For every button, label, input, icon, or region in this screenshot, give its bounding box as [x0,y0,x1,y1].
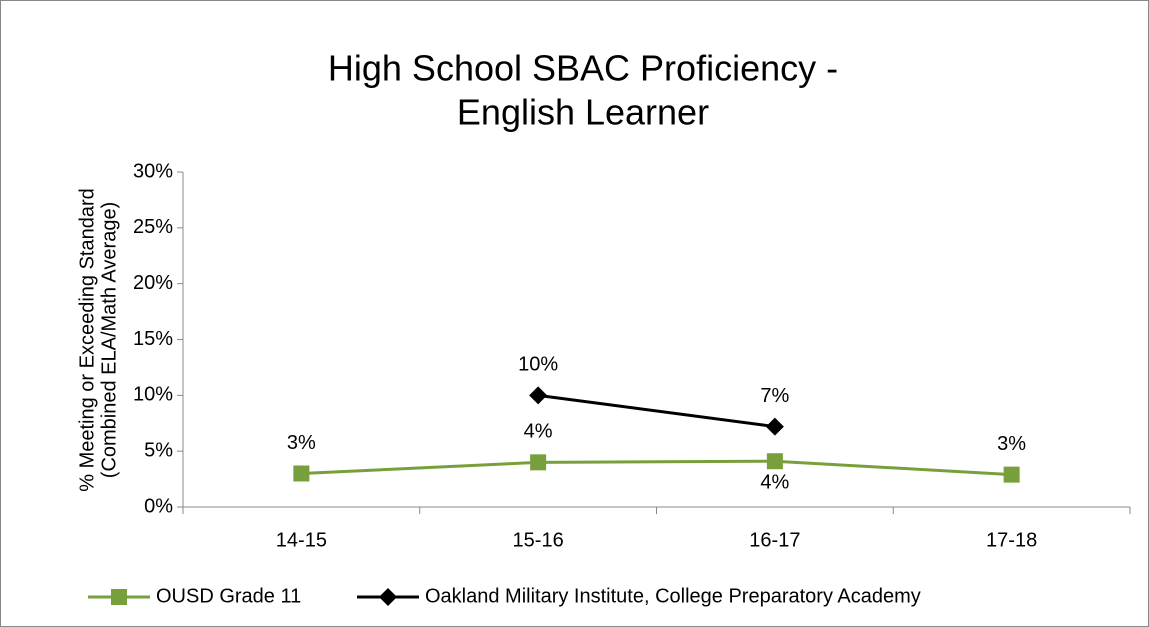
y-tick-label: 10% [133,384,173,406]
data-label: 3% [997,433,1026,455]
y-tick-label: 25% [133,216,173,238]
data-label: 3% [287,432,316,454]
x-tick-label: 16-17 [749,529,800,551]
data-label: 4% [524,421,553,443]
marker [1003,466,1020,483]
chart-title: English Learner [457,92,709,133]
chart-title: High School SBAC Proficiency - [328,48,838,89]
marker [111,589,127,605]
y-tick-label: 15% [133,328,173,350]
legend-label: Oakland Military Institute, College Prep… [425,585,921,607]
y-axis-label: % Meeting or Exceeding Standard [76,188,98,492]
y-axis-label: (Combined ELA/Math Average) [98,202,120,478]
marker [530,454,547,471]
x-tick-label: 14-15 [276,529,327,551]
data-label: 10% [518,354,558,376]
marker [529,386,548,405]
data-label: 7% [760,385,789,407]
y-tick-label: 5% [144,439,173,461]
series-line [537,393,776,429]
y-tick-label: 30% [133,160,173,182]
data-label: 4% [760,471,789,493]
series-line [301,459,1012,477]
marker [379,588,397,606]
x-tick-label: 17-18 [986,529,1037,551]
y-tick-label: 0% [144,495,173,517]
y-tick-label: 20% [133,272,173,294]
x-tick-label: 15-16 [513,529,564,551]
legend-label: OUSD Grade 11 [156,585,301,607]
marker [293,465,310,482]
marker [765,417,784,436]
marker [766,453,783,470]
